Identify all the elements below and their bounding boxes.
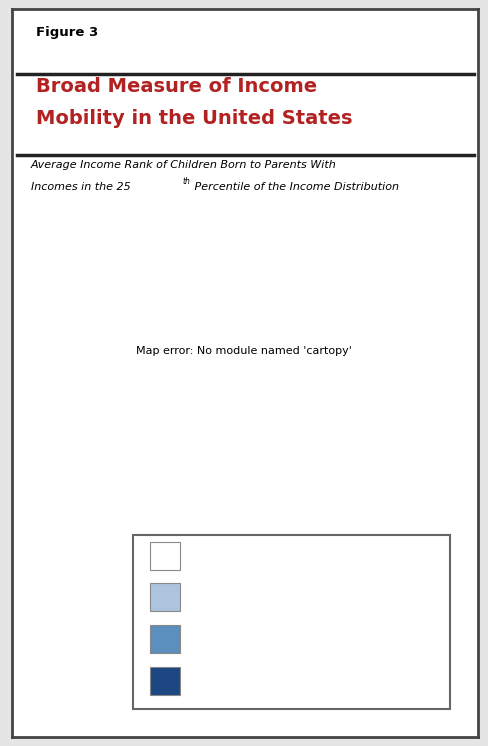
Text: percentile: percentile (246, 548, 309, 562)
Text: Incomes in the 25: Incomes in the 25 (31, 182, 131, 192)
Text: Less than 40: Less than 40 (189, 548, 264, 562)
Text: Mobility in the United States: Mobility in the United States (36, 110, 352, 128)
Text: percentile: percentile (235, 590, 298, 603)
Text: th: th (183, 177, 191, 186)
Text: Broad Measure of Income: Broad Measure of Income (36, 77, 317, 95)
Bar (150, 583, 180, 611)
Text: percentile: percentile (259, 674, 322, 687)
Text: to 46: to 46 (203, 632, 238, 645)
Text: th: th (198, 583, 206, 592)
Bar (150, 667, 180, 695)
Text: rd: rd (198, 625, 206, 634)
Text: rd: rd (229, 583, 237, 592)
Text: th: th (254, 667, 262, 676)
Bar (150, 542, 180, 570)
Text: to 43: to 43 (203, 590, 238, 603)
Text: 43: 43 (189, 632, 204, 645)
Bar (150, 625, 180, 653)
Text: Figure 3: Figure 3 (36, 25, 98, 39)
Text: Percentile of the Income Distribution: Percentile of the Income Distribution (191, 182, 399, 192)
Text: Average Income Rank of Children Born to Parents With: Average Income Rank of Children Born to … (31, 160, 337, 169)
Text: th: th (229, 625, 237, 634)
Bar (133, 535, 450, 709)
Text: Greater than 46: Greater than 46 (189, 674, 284, 687)
Text: 40: 40 (189, 590, 204, 603)
Text: Map error: No module named 'cartopy': Map error: No module named 'cartopy' (136, 345, 352, 356)
Text: percentile: percentile (235, 632, 298, 645)
Text: th: th (241, 542, 249, 551)
